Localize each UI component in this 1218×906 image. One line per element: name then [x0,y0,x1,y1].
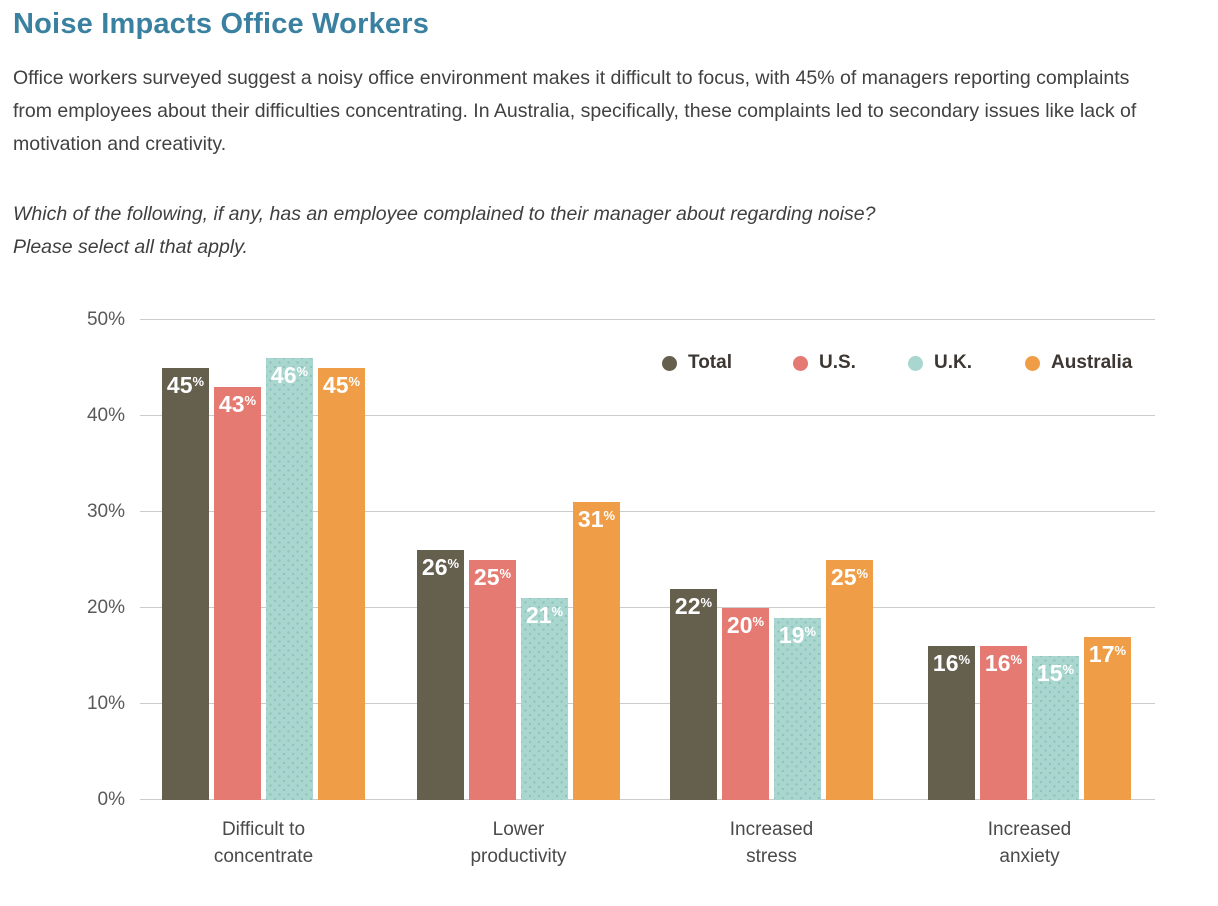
y-axis-tick-label: 30% [86,501,125,522]
grouped-bar-chart: 0% 10% 20% 30% 40% 50% 45% 43% 46% 45% 26% 25% 21% 31… [0,300,1218,880]
gridline [140,703,1155,704]
bar-value-label: 16% [932,650,971,677]
survey-question: Which of the following, if any, has an e… [13,198,1113,264]
bar-group-increased: 22% 20% 19% 25% [670,560,873,800]
plot-area: 0% 10% 20% 30% 40% 50% 45% 43% 46% 45% 26% 25% 21% 31… [87,310,1155,810]
legend-label: Australia [1051,352,1133,373]
bar-value-label: 25% [473,564,512,590]
bar-australia: 25% [826,560,873,800]
bar-uk: 15% [1032,656,1079,800]
bar-total: 16% [928,646,975,800]
bar-value-label: 15% [1036,660,1075,686]
bar-us: 43% [214,387,261,800]
bar-value-label: 45% [166,372,205,398]
x-axis-label: Increased anxiety [987,819,1072,867]
legend-item-us: U.S. [793,352,856,374]
bar-uk: 46% [266,358,313,800]
gridline [140,319,1155,320]
legend-label: U.S. [819,352,856,373]
legend-item-total: Total [662,352,732,374]
bar-group-difficult-to: 45% 43% 46% 45% [162,358,365,800]
bar-australia: 45% [318,368,365,800]
bar-total: 45% [162,368,209,800]
survey-question-line2: Please select all that apply. [13,236,248,258]
y-axis-tick-label: 10% [86,693,125,714]
gridline [140,607,1155,608]
x-axis-label: Lower productivity [470,819,567,867]
intro-paragraph: Office workers surveyed suggest a noisy … [13,67,1137,155]
bar-value-label: 19% [778,621,817,648]
bar-uk: 21% [521,598,568,800]
bar-us: 20% [722,608,769,800]
bar-total: 22% [670,588,717,800]
bar-value-label: 31% [577,506,616,533]
bar-us: 16% [980,646,1027,800]
bar-australia: 31% [573,502,620,800]
bar-value-label: 21% [525,602,564,629]
bar-value-label: 45% [322,372,361,398]
legend-item-australia: Australia [1025,352,1132,374]
legend-swatch-icon [908,355,923,371]
y-axis-tick-label: 50% [86,309,125,330]
legend-swatch-icon [1025,355,1040,371]
bar-value-label: 20% [726,612,765,638]
gridline [140,415,1155,416]
bar-value-label: 25% [830,564,869,590]
x-axis-label: Difficult to concentrate [213,819,314,867]
legend-swatch-icon [793,355,808,371]
legend-item-uk: U.K. [908,352,972,374]
legend-label: U.K. [934,352,972,373]
bar-australia: 17% [1084,636,1131,800]
bar-us: 25% [469,560,516,800]
bar-value-label: 22% [674,592,713,619]
bar-value-label: 26% [421,554,460,581]
x-axis-label: Increased stress [729,819,814,867]
survey-question-line1: Which of the following, if any, has an e… [13,203,876,225]
page-title: Noise Impacts Office Workers [13,8,430,40]
bar-uk: 19% [774,617,821,800]
legend-label: Total [688,352,732,373]
bar-group-lower: 26% 25% 21% 31% [417,502,620,800]
y-axis-tick-label: 20% [86,597,125,618]
gridline [140,799,1155,800]
y-axis-tick-label: 0% [97,789,125,810]
bar-value-label: 16% [984,650,1023,677]
legend-swatch-icon [662,355,677,371]
bar-value-label: 17% [1088,640,1127,667]
bar-value-label: 43% [218,391,257,418]
gridline [140,511,1155,512]
bar-group-increased: 16% 16% 15% 17% [928,636,1131,800]
bar-total: 26% [417,550,464,800]
y-axis-tick-label: 40% [86,405,125,426]
bar-value-label: 46% [270,362,309,389]
